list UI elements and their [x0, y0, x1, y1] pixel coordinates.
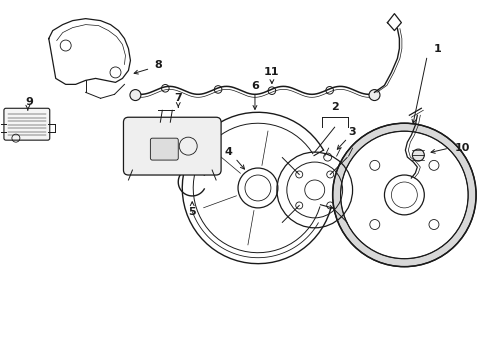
- Text: 9: 9: [25, 97, 33, 107]
- Text: 3: 3: [348, 127, 356, 137]
- Text: 5: 5: [188, 207, 196, 217]
- Text: 4: 4: [224, 147, 231, 157]
- Text: 10: 10: [453, 143, 468, 153]
- Circle shape: [411, 149, 424, 161]
- FancyBboxPatch shape: [123, 117, 221, 175]
- Wedge shape: [332, 123, 475, 267]
- Text: 6: 6: [250, 81, 258, 91]
- Circle shape: [368, 90, 379, 100]
- Text: 2: 2: [330, 102, 338, 112]
- Circle shape: [130, 90, 141, 100]
- Text: 8: 8: [154, 60, 162, 71]
- Text: 7: 7: [174, 93, 182, 103]
- Text: 11: 11: [264, 67, 279, 77]
- Text: 1: 1: [432, 44, 440, 54]
- FancyBboxPatch shape: [4, 108, 50, 140]
- FancyBboxPatch shape: [150, 138, 178, 160]
